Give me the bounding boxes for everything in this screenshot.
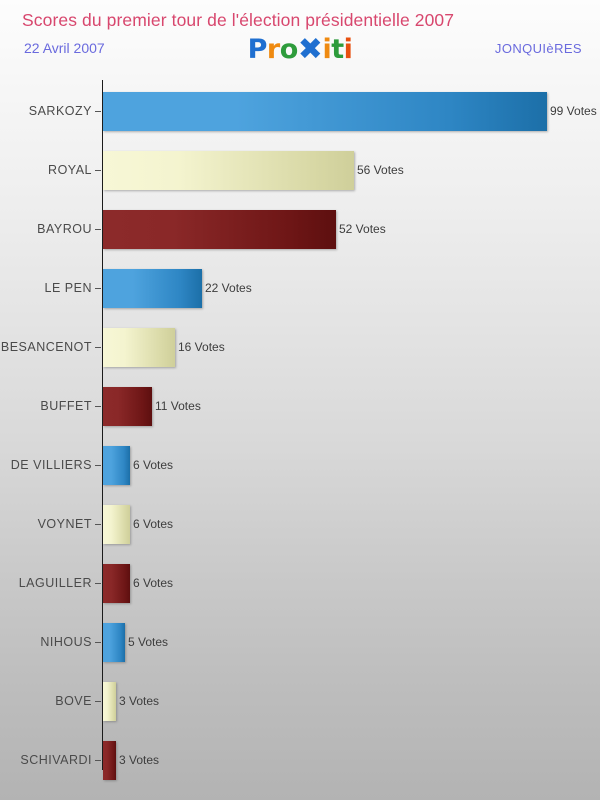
bar-value-label: 99 Votes — [550, 104, 597, 118]
axis-tick — [95, 465, 101, 466]
axis-tick — [95, 642, 101, 643]
bar[interactable] — [103, 564, 130, 603]
bar-value-label: 3 Votes — [119, 753, 160, 767]
proxiti-logo[interactable]: Pro✖iti — [0, 34, 600, 65]
bar-category-label: BOVE — [55, 694, 92, 708]
bar-value-label: 3 Votes — [119, 694, 160, 708]
bar-row: BESANCENOT 16 Votes — [0, 318, 600, 377]
bar-value-label: 56 Votes — [357, 163, 404, 177]
bar-value-label: 6 Votes — [133, 517, 174, 531]
bar-row: LAGUILLER 6 Votes — [0, 554, 600, 613]
page-title: Scores du premier tour de l'élection pré… — [22, 10, 455, 30]
bar[interactable] — [103, 387, 152, 426]
bar-row: LE PEN 22 Votes — [0, 259, 600, 318]
bar[interactable] — [103, 741, 116, 780]
logo-letter-4: ✖ — [297, 32, 323, 67]
bar-category-label: LE PEN — [44, 281, 92, 295]
bar-row: VOYNET 6 Votes — [0, 495, 600, 554]
bar-value-label: 6 Votes — [133, 458, 174, 472]
bar[interactable] — [103, 210, 336, 249]
axis-tick — [95, 583, 101, 584]
bar-category-label: LAGUILLER — [18, 576, 92, 590]
logo-letter-5: i — [322, 34, 332, 65]
bar-category-label: SARKOZY — [28, 104, 92, 118]
bar-value-label: 52 Votes — [339, 222, 386, 236]
bar[interactable] — [103, 328, 175, 367]
bar-row: ROYAL 56 Votes — [0, 141, 600, 200]
bar-value-label: 6 Votes — [133, 576, 174, 590]
bar-row: BUFFET 11 Votes — [0, 377, 600, 436]
logo-letter-7: i — [343, 34, 353, 65]
bar-chart-plot: SARKOZY 99 Votes ROYAL 56 Votes BAYROU 52 Vot… — [0, 78, 600, 780]
bar[interactable] — [103, 92, 547, 131]
bar-row: NIHOUS 5 Votes — [0, 613, 600, 672]
axis-tick — [95, 229, 101, 230]
bar-category-label: DE VILLIERS — [10, 458, 92, 472]
bar[interactable] — [103, 269, 202, 308]
axis-tick — [95, 760, 101, 761]
logo-letter-1: P — [247, 34, 268, 65]
axis-tick — [95, 170, 101, 171]
axis-tick — [95, 701, 101, 702]
bar-row: SCHIVARDI 3 Votes — [0, 731, 600, 790]
logo-letter-6: t — [331, 34, 344, 65]
bar-category-label: BUFFET — [40, 399, 92, 413]
bar[interactable] — [103, 446, 130, 485]
chart-header: Scores du premier tour de l'élection pré… — [0, 0, 600, 78]
chart-date: 22 Avril 2007 — [24, 40, 105, 56]
bar-row: DE VILLIERS 6 Votes — [0, 436, 600, 495]
chart-location: JONQUIèRES — [494, 41, 582, 56]
bar-value-label: 22 Votes — [205, 281, 252, 295]
bar-category-label: BESANCENOT — [0, 340, 92, 354]
bar-category-label: ROYAL — [48, 163, 92, 177]
bar[interactable] — [103, 151, 354, 190]
logo-letter-3: o — [279, 34, 299, 65]
bar-row: SARKOZY 99 Votes — [0, 82, 600, 141]
bar-row: BOVE 3 Votes — [0, 672, 600, 731]
axis-tick — [95, 288, 101, 289]
axis-tick — [95, 111, 101, 112]
axis-tick — [95, 524, 101, 525]
bar-value-label: 11 Votes — [155, 399, 201, 413]
bar-value-label: 5 Votes — [128, 635, 169, 649]
bar-category-label: NIHOUS — [40, 635, 92, 649]
axis-tick — [95, 406, 101, 407]
logo-letter-2: r — [266, 34, 280, 65]
bar-category-label: BAYROU — [37, 222, 92, 236]
bar-category-label: SCHIVARDI — [20, 753, 92, 767]
bar[interactable] — [103, 505, 130, 544]
bar[interactable] — [103, 623, 125, 662]
bar-category-label: VOYNET — [37, 517, 92, 531]
bar[interactable] — [103, 682, 116, 721]
axis-tick — [95, 347, 101, 348]
bar-value-label: 16 Votes — [178, 340, 225, 354]
y-axis-line — [102, 80, 103, 770]
bar-row: BAYROU 52 Votes — [0, 200, 600, 259]
